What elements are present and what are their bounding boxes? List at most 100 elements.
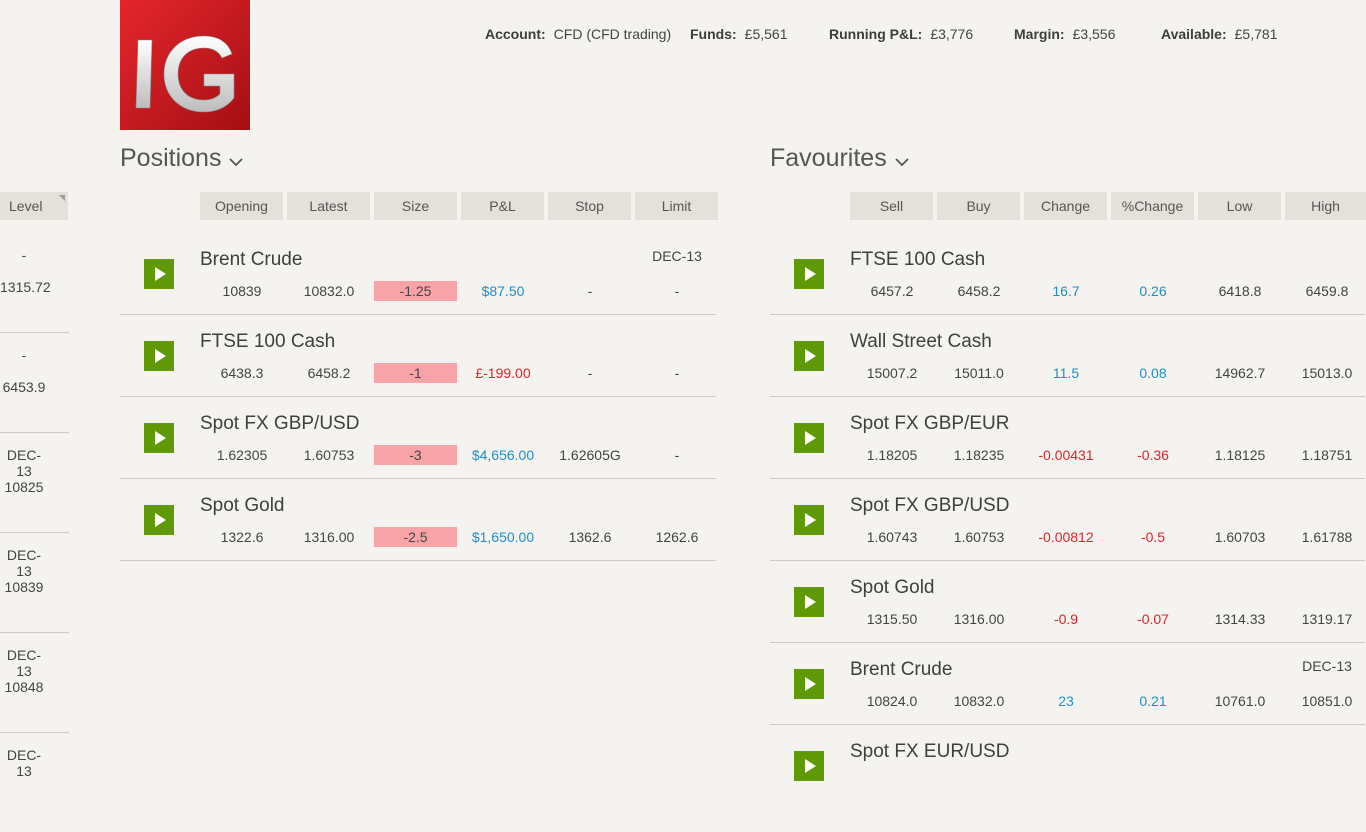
favourites-title[interactable]: Favourites — [770, 144, 909, 174]
position-stop: 1362.6 — [568, 529, 612, 545]
position-limit: - — [674, 447, 680, 463]
position-stop: - — [587, 365, 593, 381]
play-icon[interactable] — [794, 505, 824, 535]
level-cell: DEC-13 10848 — [0, 632, 70, 733]
favourite-high: 1.18751 — [1301, 447, 1353, 463]
position-opening: 1.62305 — [216, 447, 268, 463]
position-expiry: DEC-13 — [652, 248, 702, 264]
favourite-sell: 1315.50 — [866, 611, 918, 627]
level-cell: DEC-13 10839 — [0, 532, 70, 633]
position-opening: 6438.3 — [220, 365, 264, 381]
favourite-buy: 10832.0 — [953, 693, 1005, 709]
level-cell: DEC-13 — [0, 732, 70, 832]
running-pnl-label: Running P&L: — [829, 26, 923, 42]
play-icon[interactable] — [794, 341, 824, 371]
favourite-low: 10761.0 — [1214, 693, 1266, 709]
favourite-high: 10851.0 — [1301, 693, 1353, 709]
position-row[interactable]: Brent Crude DEC-13 10839 10832.0 -1.25 $87.50… — [120, 233, 716, 315]
margin-info: Margin: £3,556 — [1014, 26, 1115, 42]
favourites-col-header[interactable]: High — [1285, 192, 1366, 220]
favourites-col-header[interactable]: Sell — [850, 192, 933, 220]
play-icon[interactable] — [144, 341, 174, 371]
running-pnl-value: £3,776 — [930, 26, 974, 42]
level-cell: - 6453.9 — [0, 332, 70, 433]
position-limit: - — [674, 365, 680, 381]
favourite-name: Spot FX GBP/EUR — [850, 413, 1010, 434]
favourite-pct: -0.5 — [1140, 529, 1166, 545]
play-icon[interactable] — [794, 259, 824, 289]
position-pnl: $87.50 — [481, 283, 525, 299]
favourites-col-header[interactable]: Low — [1198, 192, 1281, 220]
favourite-row[interactable]: Spot FX EUR/USD — [770, 725, 1366, 807]
favourite-high: 6459.8 — [1305, 283, 1349, 299]
play-icon[interactable] — [144, 423, 174, 453]
play-icon[interactable] — [144, 505, 174, 535]
position-size: -1.25 — [374, 281, 457, 301]
divider — [770, 396, 1365, 397]
favourite-low: 14962.7 — [1214, 365, 1266, 381]
positions-col-header[interactable]: P&L — [461, 192, 544, 220]
favourite-change: -0.00812 — [1038, 529, 1094, 545]
position-limit: 1262.6 — [655, 529, 699, 545]
divider — [770, 478, 1365, 479]
play-icon[interactable] — [144, 259, 174, 289]
play-icon[interactable] — [794, 669, 824, 699]
favourite-change: 16.7 — [1052, 283, 1080, 299]
position-pnl: $4,656.00 — [471, 447, 535, 463]
play-icon[interactable] — [794, 423, 824, 453]
play-icon[interactable] — [794, 751, 824, 781]
level-column-header[interactable]: Level — [0, 192, 68, 220]
position-row[interactable]: Spot Gold 1322.6 1316.00 -2.5 $1,650.00 1362.… — [120, 479, 716, 561]
position-row[interactable]: FTSE 100 Cash 6438.3 6458.2 -1 £-199.00 - - — [120, 315, 716, 397]
divider — [120, 314, 716, 315]
positions-title[interactable]: Positions — [120, 144, 244, 174]
divider — [120, 396, 716, 397]
account-value: CFD (CFD trading) — [553, 26, 672, 42]
favourite-pct: -0.07 — [1137, 611, 1169, 627]
divider — [770, 314, 1365, 315]
level-column: Level -1315.72-6453.9 DEC-13 10825 DEC-13 10… — [0, 0, 70, 779]
favourites-col-header[interactable]: Change — [1024, 192, 1107, 220]
position-name: Spot FX GBP/USD — [200, 413, 360, 434]
favourite-row[interactable]: FTSE 100 Cash 6457.2 6458.2 16.7 0.26 6418.8 6… — [770, 233, 1366, 315]
level-cell-top: DEC-13 — [6, 547, 42, 579]
favourite-name: Spot Gold — [850, 577, 935, 598]
divider — [0, 732, 69, 733]
favourite-buy: 1.18235 — [953, 447, 1005, 463]
position-stop: - — [587, 283, 593, 299]
positions-col-header[interactable]: Latest — [287, 192, 370, 220]
divider — [0, 432, 69, 433]
favourite-row[interactable]: Wall Street Cash 15007.2 15011.0 11.5 0.08 14… — [770, 315, 1366, 397]
favourite-pct: 0.26 — [1139, 283, 1167, 299]
margin-label: Margin: — [1014, 26, 1065, 42]
level-cell-top: DEC-13 — [6, 447, 42, 479]
level-cell-value: 10839 — [4, 579, 44, 595]
position-limit: - — [674, 283, 680, 299]
funds-value: £5,561 — [744, 26, 788, 42]
positions-col-header[interactable]: Stop — [548, 192, 631, 220]
favourite-sell: 10824.0 — [866, 693, 918, 709]
favourite-sell: 1.18205 — [866, 447, 918, 463]
favourites-col-header[interactable]: Buy — [937, 192, 1020, 220]
favourite-pct: 0.08 — [1139, 365, 1167, 381]
play-icon[interactable] — [794, 587, 824, 617]
favourite-row[interactable]: Brent Crude DEC-13 10824.0 10832.0 23 0.21 107… — [770, 643, 1366, 725]
positions-col-header[interactable]: Size — [374, 192, 457, 220]
positions-col-header[interactable]: Opening — [200, 192, 283, 220]
favourite-buy: 15011.0 — [954, 365, 1004, 381]
positions-col-header[interactable]: Limit — [635, 192, 718, 220]
account-info: Account: CFD (CFD trading) — [485, 26, 671, 42]
position-name: Spot Gold — [200, 495, 285, 516]
favourite-row[interactable]: Spot FX GBP/EUR 1.18205 1.18235 -0.00431 -0.… — [770, 397, 1366, 479]
favourite-sell: 15007.2 — [866, 365, 918, 381]
favourite-row[interactable]: Spot FX GBP/USD 1.60743 1.60753 -0.00812 -0.… — [770, 479, 1366, 561]
favourite-low — [1198, 773, 1282, 793]
favourite-row[interactable]: Spot Gold 1315.50 1316.00 -0.9 -0.07 1314.33 1… — [770, 561, 1366, 643]
favourite-sell: 6457.2 — [870, 283, 914, 299]
favourite-change: -0.00431 — [1038, 447, 1094, 463]
favourite-name: FTSE 100 Cash — [850, 249, 986, 270]
favourites-col-header[interactable]: %Change — [1111, 192, 1194, 220]
position-size: -2.5 — [374, 527, 457, 547]
position-row[interactable]: Spot FX GBP/USD 1.62305 1.60753 -3 $4,656.00… — [120, 397, 716, 479]
level-header-label: Level — [9, 198, 43, 214]
